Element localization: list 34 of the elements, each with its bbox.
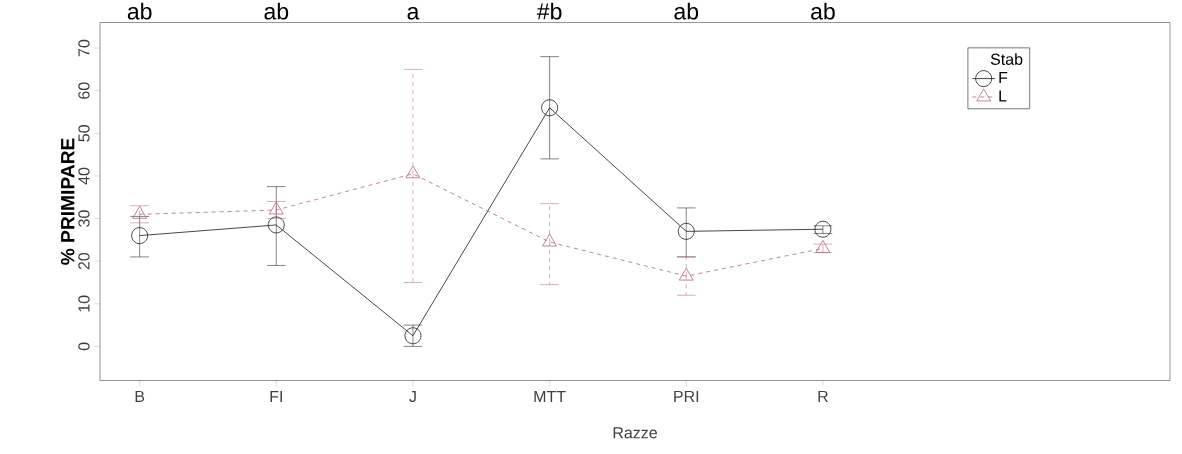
y-tick-label: 0 [78, 342, 90, 351]
text: ab [674, 2, 699, 20]
x-tick-label: J [409, 391, 416, 403]
x-tick-label: B [135, 391, 145, 402]
point [268, 201, 284, 215]
x-tick-label: R [818, 391, 828, 402]
point [542, 233, 557, 247]
point [678, 267, 694, 281]
y-tick-label: 70 [78, 39, 90, 57]
text: #b [536, 2, 562, 20]
text: a [407, 7, 420, 20]
point [267, 216, 285, 234]
x-axis-title: Razze [613, 427, 657, 439]
y-tick-label: 10 [78, 295, 90, 312]
y-tick-label: 50 [78, 125, 90, 142]
x-tick-label: FI [270, 391, 282, 402]
point [131, 227, 149, 245]
text: ab [264, 2, 289, 20]
legend-label: F [999, 72, 1008, 84]
y-axis-title: % PRIMIPARE [60, 138, 75, 265]
y-tick-label: 40 [78, 167, 90, 185]
x-tick-label: MTT [534, 391, 566, 402]
y-tick-label: 60 [78, 82, 90, 99]
text: ab [811, 2, 835, 20]
legend-title: Stab [990, 53, 1023, 65]
x-tick-label: PRI [674, 391, 699, 402]
point [814, 220, 832, 238]
y-tick-label: 30 [78, 210, 90, 227]
text: ab [127, 2, 152, 20]
y-tick-label: 20 [78, 252, 90, 270]
point [405, 165, 421, 179]
legend-label: L [999, 90, 1007, 102]
point [541, 99, 558, 117]
point [677, 223, 695, 240]
